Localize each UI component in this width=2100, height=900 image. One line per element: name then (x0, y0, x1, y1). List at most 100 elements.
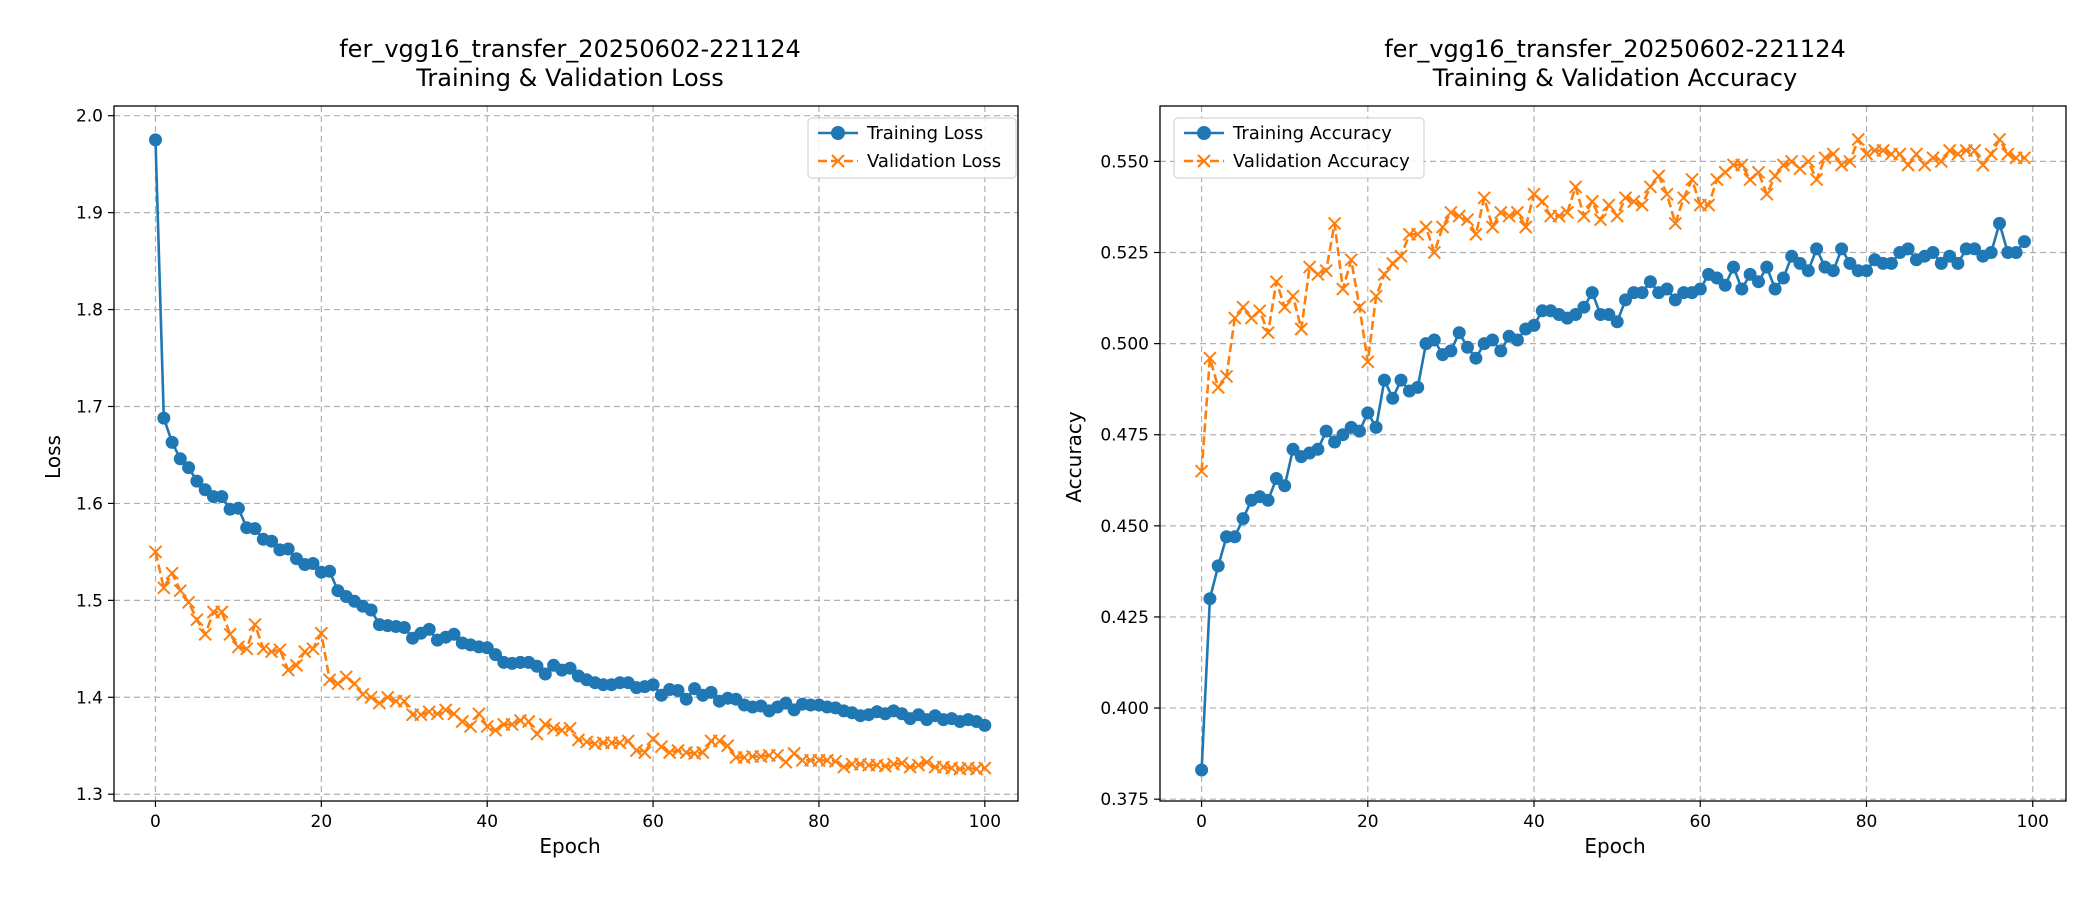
data-point (1776, 158, 1791, 172)
data-point (181, 595, 196, 610)
data-point (1560, 205, 1575, 220)
data-point (157, 581, 171, 595)
data-point (331, 676, 345, 691)
data-point (679, 692, 693, 706)
data-point (1585, 194, 1599, 209)
data-point (1461, 340, 1474, 354)
data-point (538, 717, 553, 732)
x-tick-label: 20 (311, 812, 333, 832)
data-point (828, 754, 843, 769)
data-point (1411, 380, 1425, 394)
data-point (1718, 278, 1732, 292)
y-tick-label: 0.450 (1100, 517, 1149, 537)
data-point (720, 738, 735, 753)
data-point (248, 522, 262, 536)
data-point (1261, 325, 1275, 340)
data-point (538, 667, 552, 681)
data-point (281, 663, 295, 677)
data-point (1660, 187, 1674, 201)
data-point (265, 534, 279, 548)
data-point (1427, 333, 1441, 347)
data-point (2017, 151, 2032, 165)
data-point (239, 642, 254, 656)
data-point (1635, 198, 1649, 212)
data-point (1386, 391, 1400, 405)
data-point (1477, 191, 1491, 205)
x-tick-label: 80 (808, 812, 830, 832)
data-point (1211, 559, 1225, 573)
data-point (1967, 143, 1982, 158)
data-point (1876, 143, 1890, 158)
data-point (1469, 351, 1483, 365)
data-point (1252, 304, 1267, 318)
data-point (1377, 267, 1392, 282)
y-tick-label: 1.4 (76, 688, 103, 708)
data-point (1286, 289, 1300, 303)
x-tick-label: 60 (1689, 812, 1711, 832)
data-point (1826, 147, 1841, 161)
y-tick-label: 2.0 (76, 107, 103, 127)
data-point (1951, 147, 1965, 161)
data-point (198, 627, 212, 642)
data-point (1727, 260, 1740, 274)
y-tick-label: 0.500 (1100, 335, 1149, 355)
data-point (1760, 260, 1774, 274)
data-point (787, 746, 801, 761)
data-point (165, 435, 179, 449)
data-point (978, 718, 992, 732)
x-tick-label: 60 (642, 812, 664, 832)
legend-marker-training-loss (831, 126, 845, 140)
data-point (1760, 187, 1774, 201)
data-point (173, 452, 187, 466)
data-point (1427, 245, 1442, 260)
data-point (1510, 333, 1524, 347)
data-point (1219, 369, 1234, 384)
data-point (223, 627, 237, 642)
data-point (1319, 263, 1333, 278)
x-tick-label: 40 (476, 812, 498, 832)
data-point (1976, 158, 1990, 172)
data-point (1203, 351, 1217, 365)
data-point (770, 748, 785, 763)
y-tick-label: 0.425 (1100, 608, 1149, 628)
data-point (1369, 289, 1383, 303)
data-point (364, 690, 378, 705)
data-point (339, 670, 353, 684)
data-point (1269, 274, 1284, 289)
data-point (1901, 158, 1915, 172)
data-point (1643, 275, 1657, 289)
data-point (1352, 300, 1367, 314)
data-point (157, 411, 171, 425)
series-training-accuracy (1195, 216, 2031, 777)
data-point (314, 626, 329, 641)
axes-frame (113, 105, 1019, 802)
data-point (1203, 592, 1217, 606)
data-point (380, 690, 395, 705)
data-point (1743, 267, 1757, 281)
data-point (1577, 209, 1591, 223)
data-point (397, 694, 412, 708)
data-point (306, 642, 320, 656)
data-point (1826, 264, 1840, 278)
data-point (1926, 151, 1940, 165)
data-point (2001, 147, 2015, 161)
data-point (1510, 205, 1525, 220)
data-point (298, 644, 312, 659)
data-point (629, 743, 644, 758)
y-tick-label: 0.550 (1100, 152, 1149, 172)
legend-label-validation-accuracy: Validation Accuracy (1233, 151, 1410, 172)
x-tick-label: 0 (1196, 812, 1207, 832)
data-point (1735, 282, 1749, 296)
y-tick-label: 0.375 (1100, 790, 1149, 810)
data-point (1951, 256, 1965, 270)
data-point (414, 707, 428, 722)
legend-label-training-loss: Training Loss (866, 123, 983, 144)
data-point (1419, 220, 1433, 234)
data-point (1336, 282, 1350, 296)
data-point (1344, 253, 1358, 267)
legend-marker-training-accuracy (1197, 126, 1211, 140)
data-point (1518, 220, 1533, 234)
data-point (422, 622, 436, 636)
data-point (613, 736, 627, 750)
